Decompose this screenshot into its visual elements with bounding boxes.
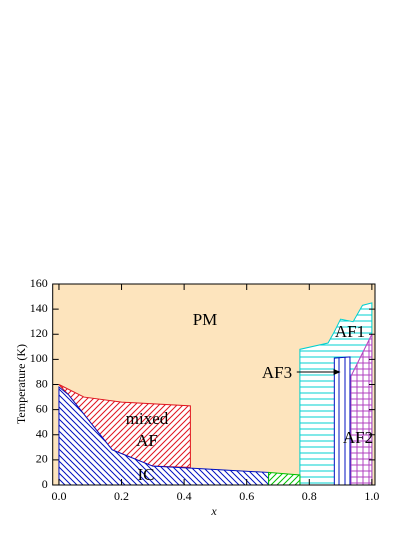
x-axis-label: x xyxy=(210,504,217,518)
y-tick-label: 100 xyxy=(30,351,48,365)
phase-region xyxy=(268,471,301,486)
x-tick-label: 0.0 xyxy=(51,489,66,503)
y-tick-label: 140 xyxy=(30,301,48,315)
region-label: AF xyxy=(136,431,158,450)
region-label: IC xyxy=(138,465,155,484)
region-label: AF2 xyxy=(343,428,373,447)
region-label: PM xyxy=(193,310,218,329)
x-tick-label: 0.6 xyxy=(239,489,254,503)
region-label: mixed xyxy=(126,409,169,428)
region-label: AF3 xyxy=(262,363,292,382)
region-label: AF1 xyxy=(335,322,365,341)
arrow-head xyxy=(333,368,341,375)
x-tick-label: 0.2 xyxy=(114,489,129,503)
y-tick-label: 40 xyxy=(36,427,48,441)
y-tick-label: 160 xyxy=(30,276,48,290)
y-tick-label: 60 xyxy=(36,401,48,415)
phase-region xyxy=(333,356,351,486)
y-tick-label: 0 xyxy=(42,477,48,491)
x-tick-label: 0.4 xyxy=(177,489,192,503)
y-axis-label: Temperature (K) xyxy=(14,344,28,424)
x-tick-label: 0.8 xyxy=(302,489,317,503)
y-tick-label: 20 xyxy=(36,452,48,466)
y-tick-label: 120 xyxy=(30,326,48,340)
x-tick-label: 1.0 xyxy=(364,489,379,503)
y-tick-label: 80 xyxy=(36,376,48,390)
